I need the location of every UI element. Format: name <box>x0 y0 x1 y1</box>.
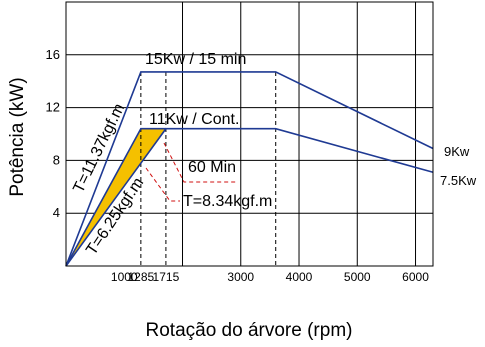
grid-lines <box>66 2 433 266</box>
x-tick-label: 1000 <box>111 270 138 284</box>
label-end-7-5kw: 7.5Kw <box>440 173 477 188</box>
reference-lines <box>140 71 277 266</box>
label-torque-834: T=8.34kgf.m <box>183 193 272 210</box>
x-axis-label: Rotação do árvore (rpm) <box>146 320 353 341</box>
leader-torque-834 <box>145 167 180 202</box>
label-15kw-15min: 15Kw / 15 min <box>145 51 246 68</box>
y-tick-labels: 4 8 12 16 <box>46 47 60 220</box>
y-tick-label: 8 <box>53 152 60 167</box>
y-tick-label: 4 <box>53 205 60 220</box>
leader-60min <box>163 142 236 183</box>
label-11kw-cont: 11Kw / Cont. <box>149 111 239 128</box>
x-tick-label: 5000 <box>344 270 371 284</box>
x-tick-label: 4000 <box>286 270 313 284</box>
y-axis-label: Potência (kW) <box>7 77 28 196</box>
series-lines <box>65 71 434 267</box>
plot-frame <box>65 1 434 267</box>
series-line <box>65 127 166 267</box>
label-60min: 60 Min <box>188 159 236 176</box>
label-end-9kw: 9Kw <box>444 144 470 159</box>
y-tick-label: 16 <box>46 47 60 62</box>
annotation-leaders <box>145 142 236 202</box>
x-tick-label: 1715 <box>153 270 180 284</box>
series-line <box>65 127 434 267</box>
x-tick-label: 3000 <box>227 270 254 284</box>
x-tick-label: 1285 <box>128 270 155 284</box>
series-line <box>65 71 434 267</box>
x-tick-label: 6000 <box>402 270 429 284</box>
y-tick-label: 12 <box>46 100 60 115</box>
